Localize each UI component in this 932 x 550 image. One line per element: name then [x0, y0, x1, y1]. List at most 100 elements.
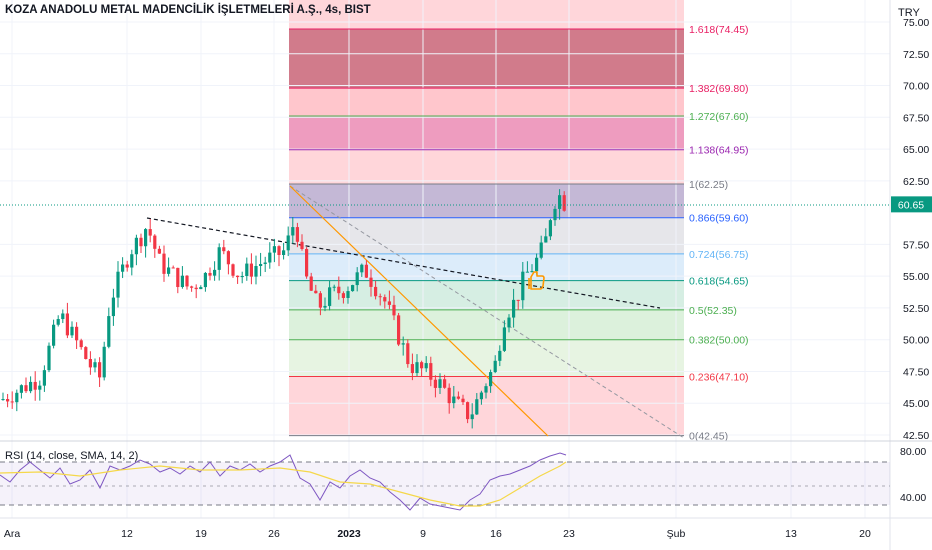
- price-tick: 55.00: [903, 271, 929, 283]
- fib-level-label: 1.272(67.60): [689, 111, 749, 123]
- thumbs-up-icon[interactable]: [528, 271, 545, 290]
- price-axis[interactable]: 75.00 72.50 70.00 67.50 65.00 62.50 57.50 55.00…: [903, 17, 929, 442]
- price-tick: 62.50: [903, 176, 929, 188]
- candle-body: [443, 379, 447, 388]
- candle-body: [328, 287, 332, 306]
- candle-body: [254, 266, 258, 277]
- rsi-indicator-title[interactable]: RSI (14, close, SMA, 14, 2): [5, 450, 139, 462]
- candle-body: [84, 347, 88, 360]
- candle-body: [79, 340, 83, 348]
- candle-body: [272, 246, 276, 253]
- candle-body: [286, 235, 290, 251]
- time-tick: Ara: [4, 528, 21, 540]
- candle-body: [516, 299, 520, 301]
- price-tick: 50.00: [903, 335, 929, 347]
- candle-body: [282, 250, 286, 256]
- candle-body: [498, 350, 502, 361]
- chart-annotations: [528, 271, 545, 290]
- fib-zone: [289, 309, 684, 340]
- time-tick: 9: [420, 528, 426, 540]
- candle-body: [194, 287, 198, 290]
- fib-level-label: 1.138(64.95): [689, 145, 749, 157]
- candle-body: [75, 326, 79, 341]
- candle-body: [314, 290, 318, 294]
- trendline-orange[interactable]: [289, 185, 549, 437]
- fib-zone: [289, 149, 684, 185]
- candle-body: [429, 363, 433, 380]
- trendlines[interactable]: [146, 185, 685, 439]
- candle-body: [291, 227, 295, 236]
- candle-body: [309, 276, 313, 291]
- rsi-line: [0, 452, 567, 511]
- price-tick: 45.00: [903, 398, 929, 410]
- candle-body: [130, 254, 134, 268]
- candle-body: [139, 237, 143, 247]
- candle-body: [121, 264, 125, 272]
- candle-body: [268, 252, 272, 263]
- candle-body: [70, 326, 74, 336]
- candle-body: [88, 359, 92, 368]
- time-tick: 13: [785, 528, 797, 540]
- candle-body: [332, 286, 336, 288]
- candle-body: [29, 381, 33, 392]
- candle-body: [383, 297, 387, 302]
- candle-body: [249, 263, 253, 277]
- fib-zone: [289, 280, 684, 310]
- time-tick: 20: [859, 528, 871, 540]
- candle-body: [466, 402, 470, 420]
- fibonacci-levels[interactable]: 1.618(74.45) 1.382(69.80) 1.272(67.60) 1.13…: [289, 24, 749, 443]
- candle-body: [406, 343, 410, 365]
- candle-body: [1, 399, 5, 401]
- price-tick: 72.50: [903, 49, 929, 61]
- price-tick: 75.00: [903, 17, 929, 29]
- time-tick: 19: [195, 528, 207, 540]
- price-tick: 52.50: [903, 303, 929, 315]
- candle-body: [157, 248, 161, 254]
- candle-body: [56, 319, 60, 325]
- candle-body: [167, 267, 171, 274]
- candle-body: [125, 264, 129, 268]
- fib-zone: [289, 339, 684, 377]
- candle-body: [461, 398, 465, 403]
- candle-body: [410, 364, 414, 374]
- chart-grid: [0, 0, 890, 518]
- candle-body: [153, 235, 157, 249]
- price-tick: 42.50: [903, 430, 929, 442]
- candle-body: [231, 264, 235, 276]
- time-axis[interactable]: Ara 12 19 26 2023 9 16 23 Şub 13 20: [4, 528, 871, 540]
- candle-body: [213, 269, 217, 276]
- candle-body: [539, 242, 543, 258]
- candle-body: [171, 267, 175, 269]
- candle-body: [544, 236, 548, 243]
- candle-body: [374, 286, 378, 297]
- candle-body: [277, 246, 281, 256]
- fib-zone: [289, 184, 684, 218]
- candle-body: [93, 362, 97, 368]
- trendline-dashed-black[interactable]: [146, 217, 661, 309]
- last-price-label: 60.65: [898, 199, 924, 211]
- candle-body: [199, 287, 203, 290]
- fib-zone: [289, 28, 684, 89]
- candle-body: [512, 299, 516, 318]
- candle-body: [107, 316, 111, 347]
- candle-body: [392, 304, 396, 316]
- rsi-pane[interactable]: [0, 452, 890, 511]
- fib-level-label: 0.382(50.00): [689, 335, 749, 347]
- candle-body: [433, 379, 437, 388]
- candle-body: [323, 305, 327, 308]
- symbol-title[interactable]: KOZA ANADOLU METAL MADENCİLİK İŞLETMELER…: [5, 4, 371, 16]
- fib-zone: [289, 116, 684, 150]
- candle-body: [475, 399, 479, 415]
- candle-body: [521, 271, 525, 301]
- candle-body: [378, 296, 382, 298]
- time-tick: Şub: [667, 528, 686, 540]
- time-tick: 12: [121, 528, 133, 540]
- candle-body: [360, 264, 364, 273]
- candle-body: [134, 237, 138, 255]
- candle-body: [553, 208, 557, 221]
- last-price-badge: 60.65: [891, 196, 932, 213]
- rsi-band: [0, 462, 890, 505]
- trendline-dashed-gray[interactable]: [289, 185, 685, 439]
- fib-level-label: 0(42.45): [689, 431, 728, 443]
